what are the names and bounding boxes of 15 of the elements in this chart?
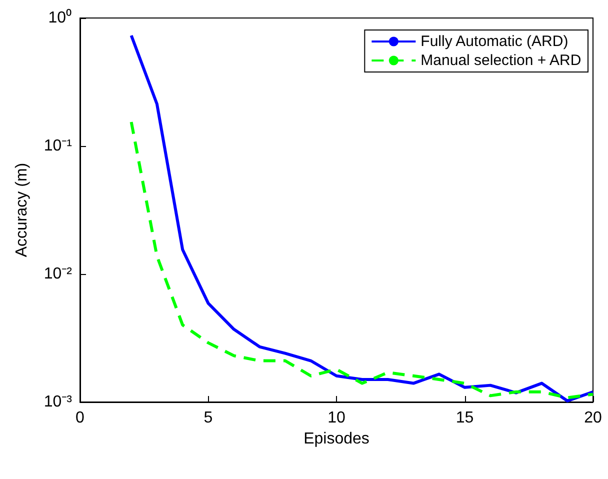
y-axis-title: Accuracy (m): [14, 162, 30, 258]
y-tick-label: 10⁻³: [44, 394, 73, 410]
x-tick-label: 15: [456, 410, 474, 426]
x-axis-title: Episodes: [304, 430, 370, 448]
x-tick-label: 10: [328, 410, 346, 426]
x-tick-label: 0: [76, 410, 85, 426]
line-series: [130, 34, 594, 402]
x-tick-label: 20: [584, 410, 602, 426]
y-tick-label: 10⁰: [48, 8, 72, 26]
x-tick-label: 5: [204, 410, 213, 426]
y-tick-label: 10⁻²: [44, 266, 73, 282]
legend-label: Manual selection + ARD: [420, 52, 582, 69]
line-series: [130, 120, 594, 400]
legend-label: Fully Automatic (ARD): [420, 33, 568, 50]
y-tick-label: 10⁻¹: [44, 138, 72, 154]
